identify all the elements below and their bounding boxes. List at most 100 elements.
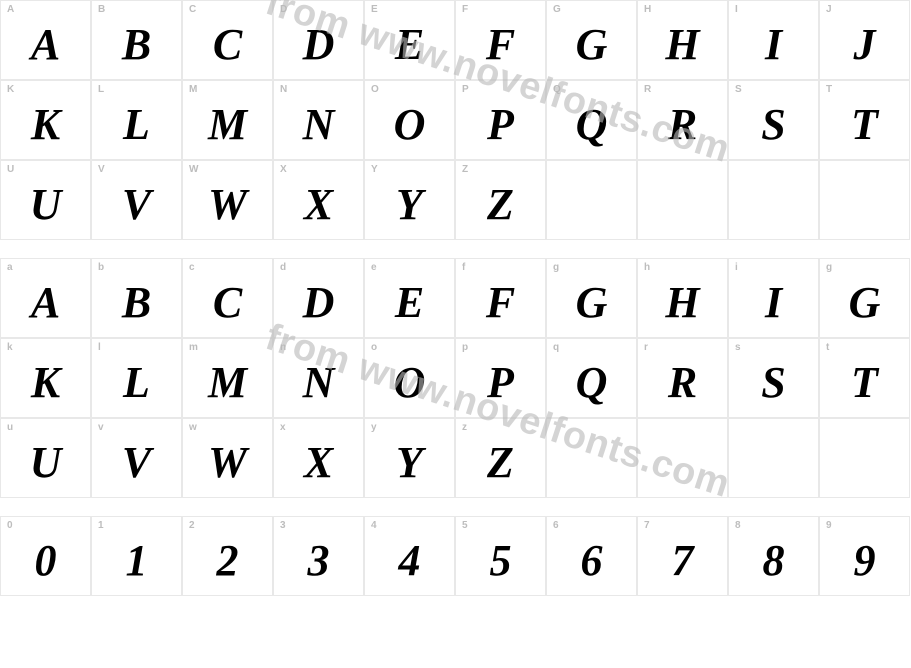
chart-row: AABBCCDDEEFFGGHHIIJJ [0, 0, 911, 80]
cell-label: 3 [280, 520, 286, 531]
glyph: W [208, 431, 247, 485]
glyph: K [31, 93, 60, 147]
glyph-cell [819, 418, 910, 498]
glyph-cell: BB [91, 0, 182, 80]
glyph: R [668, 93, 697, 147]
glyph-cell: rR [637, 338, 728, 418]
glyph: W [208, 173, 247, 227]
glyph: Q [576, 351, 608, 405]
cell-label: q [553, 342, 559, 353]
cell-label: t [826, 342, 829, 353]
glyph: F [486, 271, 515, 325]
cell-label: 9 [826, 520, 832, 531]
cell-label: v [98, 422, 104, 433]
glyph-cell: DD [273, 0, 364, 80]
cell-label: M [189, 84, 197, 95]
cell-label: R [644, 84, 651, 95]
glyph: N [303, 351, 335, 405]
glyph: 3 [308, 529, 330, 583]
cell-label: e [371, 262, 377, 273]
cell-label: p [462, 342, 468, 353]
glyph: O [394, 351, 426, 405]
cell-label: n [280, 342, 286, 353]
cell-label: 1 [98, 520, 104, 531]
cell-label: 7 [644, 520, 650, 531]
glyph: U [30, 173, 62, 227]
glyph: 7 [672, 529, 694, 583]
cell-label: S [735, 84, 742, 95]
glyph-cell: sS [728, 338, 819, 418]
glyph-cell: 66 [546, 516, 637, 596]
glyph-cell: EE [364, 0, 455, 80]
cell-label: 4 [371, 520, 377, 531]
cell-label: f [462, 262, 465, 273]
glyph-cell [728, 418, 819, 498]
glyph: G [576, 13, 608, 67]
glyph-cell: hH [637, 258, 728, 338]
glyph: L [123, 93, 150, 147]
cell-label: O [371, 84, 379, 95]
glyph: 4 [399, 529, 421, 583]
glyph-cell: YY [364, 160, 455, 240]
cell-label: u [7, 422, 13, 433]
glyph-cell: vV [91, 418, 182, 498]
glyph-cell: bB [91, 258, 182, 338]
glyph: Q [576, 93, 608, 147]
glyph: H [665, 271, 699, 325]
glyph: M [208, 351, 247, 405]
cell-label: T [826, 84, 832, 95]
cell-label: g [826, 262, 832, 273]
font-specimen-chart: AABBCCDDEEFFGGHHIIJJKKLLMMNNOOPPQQRRSSTT… [0, 0, 911, 596]
glyph-cell: LL [91, 80, 182, 160]
glyph: C [213, 271, 242, 325]
glyph: Y [396, 431, 423, 485]
glyph-cell: xX [273, 418, 364, 498]
glyph: K [31, 351, 60, 405]
glyph-cell: GG [546, 0, 637, 80]
cell-label: g [553, 262, 559, 273]
glyph-cell: aA [0, 258, 91, 338]
cell-label: l [98, 342, 101, 353]
glyph: 0 [35, 529, 57, 583]
glyph-cell [637, 160, 728, 240]
glyph-cell: 11 [91, 516, 182, 596]
cell-label: F [462, 4, 468, 15]
glyph-cell: pP [455, 338, 546, 418]
cell-label: B [98, 4, 105, 15]
cell-label: b [98, 262, 104, 273]
glyph: A [31, 271, 60, 325]
chart-row: aAbBcCdDeEfFgGhHiIgG [0, 258, 911, 338]
cell-label: W [189, 164, 198, 175]
glyph-cell: uU [0, 418, 91, 498]
cell-label: C [189, 4, 196, 15]
glyph-cell: SS [728, 80, 819, 160]
glyph: C [213, 13, 242, 67]
glyph-cell: tT [819, 338, 910, 418]
glyph-cell: JJ [819, 0, 910, 80]
glyph: H [665, 13, 699, 67]
cell-label: 5 [462, 520, 468, 531]
glyph: 8 [763, 529, 785, 583]
glyph-cell: AA [0, 0, 91, 80]
glyph: E [395, 271, 424, 325]
glyph: D [303, 13, 335, 67]
glyph-cell: 22 [182, 516, 273, 596]
glyph-cell [546, 418, 637, 498]
glyph-cell: yY [364, 418, 455, 498]
glyph: 1 [126, 529, 148, 583]
glyph-cell [637, 418, 728, 498]
glyph: 6 [581, 529, 603, 583]
glyph-cell: II [728, 0, 819, 80]
glyph: B [122, 13, 151, 67]
glyph: T [851, 93, 878, 147]
glyph: A [31, 13, 60, 67]
glyph: E [395, 13, 424, 67]
glyph-cell: 99 [819, 516, 910, 596]
cell-label: Z [462, 164, 468, 175]
glyph-cell: 55 [455, 516, 546, 596]
cell-label: h [644, 262, 650, 273]
cell-label: H [644, 4, 651, 15]
cell-label: 0 [7, 520, 13, 531]
chart-row: kKlLmMnNoOpPqQrRsStT [0, 338, 911, 418]
chart-row: 00112233445566778899 [0, 516, 911, 596]
